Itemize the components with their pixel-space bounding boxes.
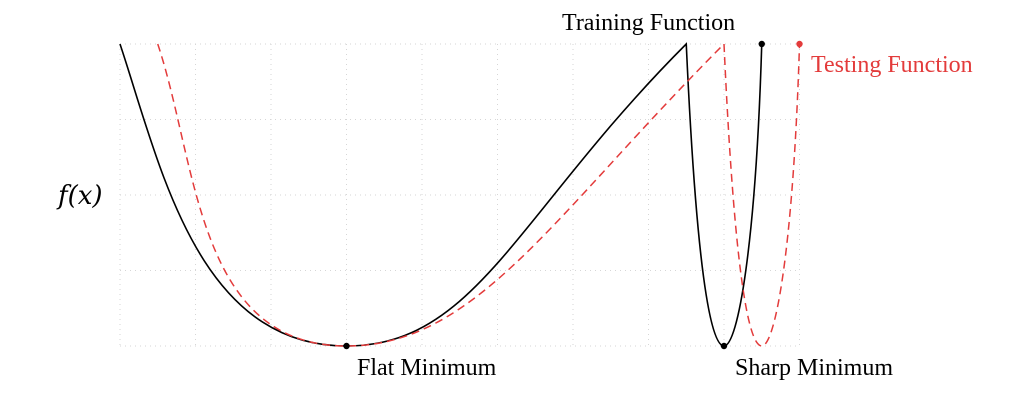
testing-function-endpoint — [796, 40, 803, 48]
testing-function-label: Testing Function — [811, 52, 973, 78]
flat-minimum-point — [343, 342, 350, 350]
training-function-endpoint — [758, 40, 765, 48]
sharp-minimum-label: Sharp Minimum — [735, 355, 893, 381]
flat-minimum-label: Flat Minimum — [357, 355, 497, 381]
grid — [119, 43, 800, 347]
sharp-minimum-point — [720, 342, 728, 350]
y-axis-label: f(x) — [56, 181, 103, 211]
training-function-curve — [119, 42, 763, 347]
testing-function-curve — [157, 42, 801, 347]
training-function-label: Training Function — [562, 10, 735, 36]
